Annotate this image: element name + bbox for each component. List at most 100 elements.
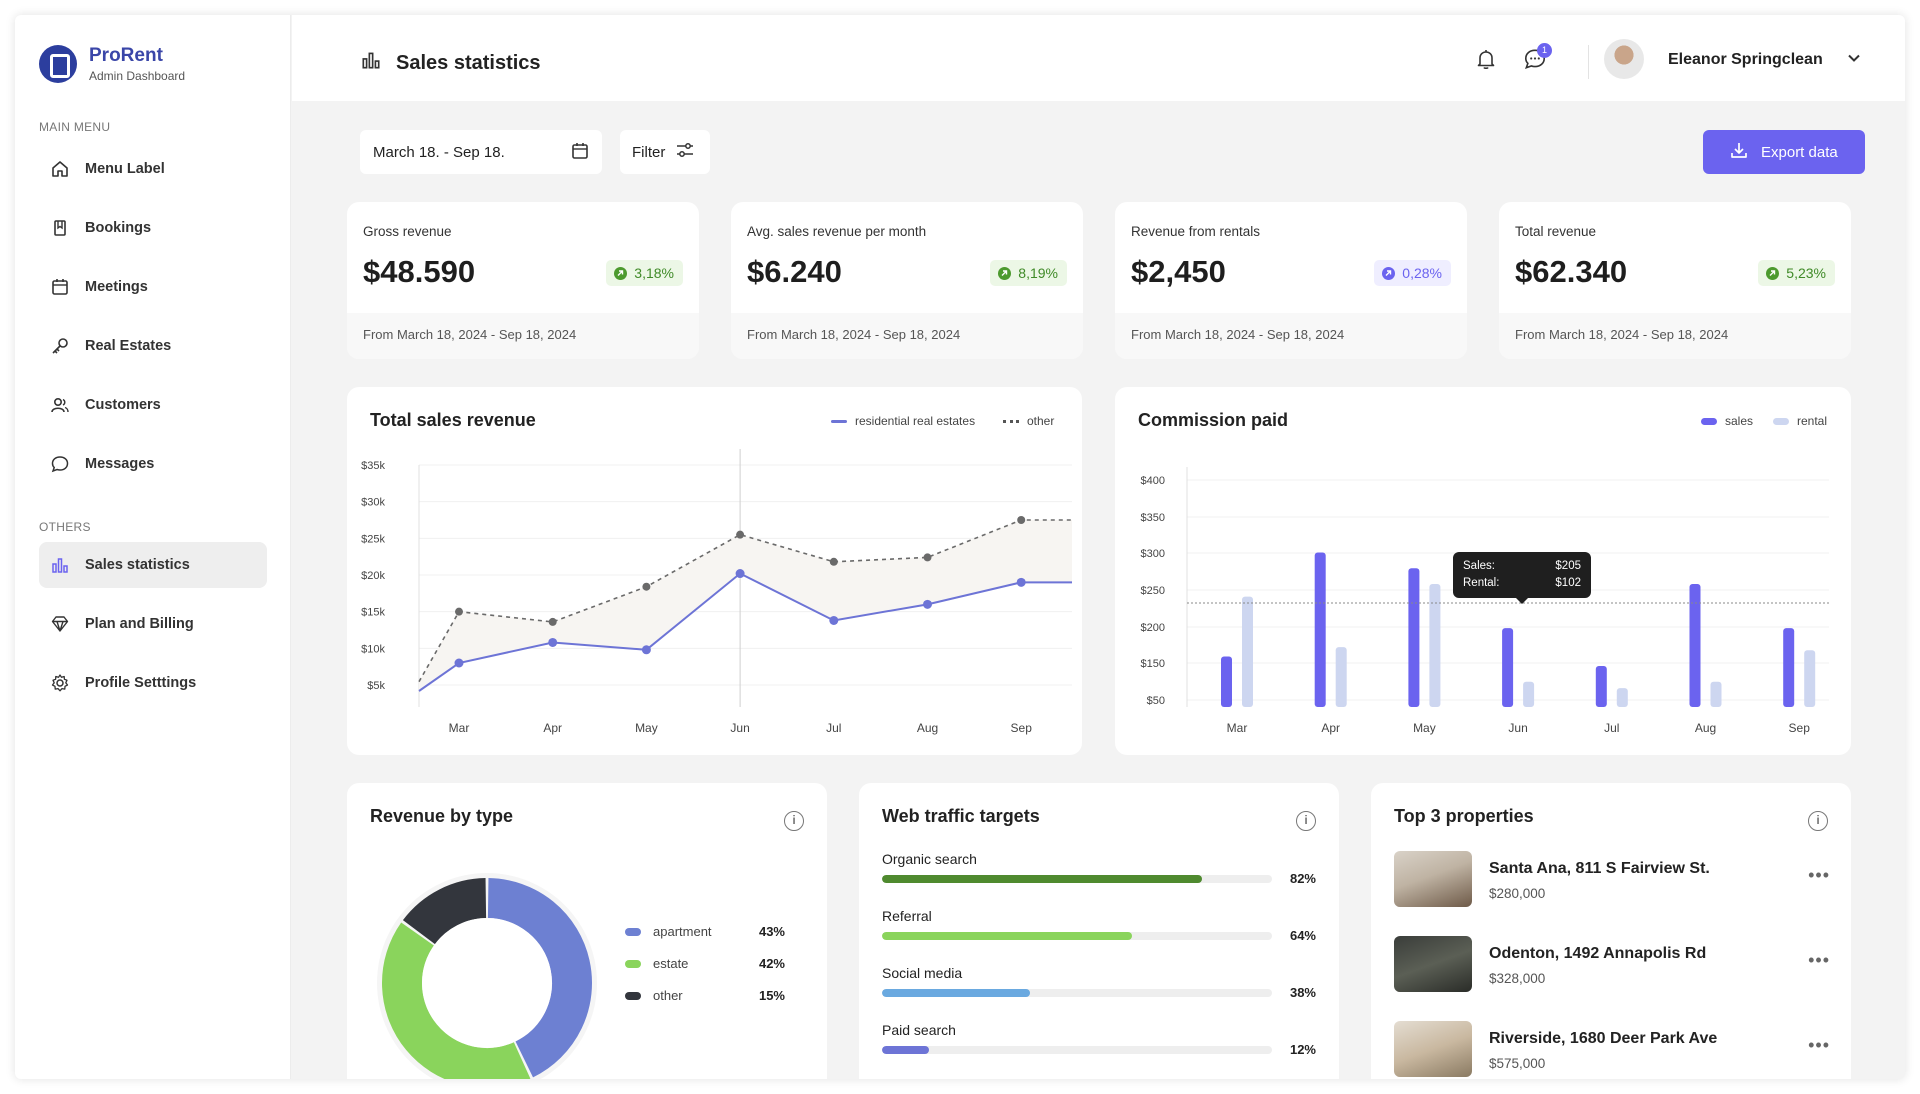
- stat-change: 3,18%: [634, 265, 674, 281]
- stat-value: $6.240: [747, 254, 842, 289]
- property-price: $575,000: [1489, 1056, 1546, 1071]
- chart-title: Revenue by type: [370, 806, 514, 826]
- info-icon[interactable]: i: [1808, 811, 1828, 831]
- stat-label: Total revenue: [1515, 224, 1597, 239]
- sidebar-item-label: Sales statistics: [85, 557, 190, 573]
- status-badge: 0,28%: [1374, 260, 1451, 286]
- info-icon[interactable]: i: [784, 811, 804, 831]
- trend-up-icon: [1766, 266, 1780, 280]
- sliders-icon: [675, 140, 695, 164]
- app-window: ProRent Admin Dashboard MAIN MENU Menu L…: [15, 15, 1905, 1079]
- sidebar-item-real-estates[interactable]: Real Estates: [39, 323, 267, 369]
- data-point-residential: [454, 658, 464, 668]
- x-tick-label: Mar: [1227, 721, 1248, 735]
- sidebar-item-meetings[interactable]: Meetings: [39, 264, 267, 310]
- legend-apartment: apartment 43%: [625, 924, 785, 939]
- bar-rental: [1242, 596, 1253, 707]
- legend-sales: sales: [1701, 414, 1753, 428]
- line-chart: $35k $30k $25k $20k $15k $10k $5k Mar Apr May Jun J…: [361, 449, 1072, 735]
- x-tick-label: Jul: [826, 721, 841, 735]
- more-options-icon[interactable]: •••: [1808, 1035, 1830, 1055]
- brand-logo[interactable]: ProRent Admin Dashboard: [39, 45, 185, 83]
- traffic-percent: 12%: [1289, 1042, 1316, 1057]
- others-label: OTHERS: [39, 520, 91, 534]
- sidebar-item-label: Messages: [85, 456, 155, 472]
- legend-label: apartment: [653, 924, 712, 939]
- date-range-picker[interactable]: March 18. - Sep 18.: [360, 130, 602, 174]
- sidebar-item-customers[interactable]: Customers: [39, 382, 267, 428]
- data-point-other: [829, 557, 838, 566]
- top-properties-card: Top 3 properties i Santa Ana, 811 S Fair…: [1371, 783, 1851, 1079]
- bell-icon[interactable]: [1474, 47, 1498, 76]
- y-tick-label: $400: [1141, 475, 1165, 487]
- series-line-other: [418, 519, 1072, 683]
- date-range-value: March 18. - Sep 18.: [373, 143, 505, 161]
- sidebar-item-label: Meetings: [85, 279, 148, 295]
- y-tick-label: $300: [1141, 548, 1165, 560]
- traffic-label: Social media: [882, 965, 963, 981]
- filter-label: Filter: [632, 143, 666, 161]
- status-badge: 5,23%: [1758, 260, 1835, 286]
- data-point-other: [923, 553, 932, 562]
- list-item[interactable]: Santa Ana, 811 S Fairview St. $280,000 •…: [1394, 851, 1830, 911]
- avatar[interactable]: [1604, 39, 1644, 79]
- traffic-percent: 38%: [1289, 985, 1316, 1000]
- x-tick-label: Sep: [1789, 721, 1811, 735]
- traffic-label: Organic search: [882, 851, 977, 867]
- traffic-row: Referral 64%: [882, 908, 1316, 943]
- more-options-icon[interactable]: •••: [1808, 865, 1830, 885]
- sidebar-item-sales-statistics[interactable]: Sales statistics: [39, 542, 267, 588]
- data-point-other: [455, 607, 463, 616]
- x-tick-label: Apr: [543, 721, 562, 735]
- sidebar-item-menu-label[interactable]: Menu Label: [39, 146, 267, 192]
- chart-tooltip: Sales: $205 Rental: $102: [1453, 552, 1591, 604]
- page-title: Sales statistics: [360, 49, 541, 77]
- x-tick-label: Aug: [1695, 721, 1716, 735]
- y-tick-label: $200: [1141, 622, 1165, 634]
- status-badge: 3,18%: [606, 260, 683, 286]
- x-tick-label: Mar: [449, 721, 470, 735]
- list-item[interactable]: Odenton, 1492 Annapolis Rd $328,000 •••: [1394, 936, 1830, 996]
- x-tick-label: Jun: [1508, 721, 1527, 735]
- chevron-down-icon[interactable]: [1847, 51, 1861, 70]
- legend-label: sales: [1725, 414, 1754, 428]
- tooltip-sales-value: $205: [1555, 560, 1581, 572]
- gear-icon: [49, 672, 71, 694]
- sidebar-item-bookings[interactable]: Bookings: [39, 205, 267, 251]
- chart-title: Total sales revenue: [370, 410, 536, 430]
- filter-button[interactable]: Filter: [620, 130, 710, 174]
- info-icon[interactable]: i: [1296, 811, 1316, 831]
- export-data-button[interactable]: Export data: [1703, 130, 1865, 174]
- bar-sales: [1783, 628, 1795, 707]
- tooltip-rental-value: $102: [1555, 577, 1581, 589]
- diamond-icon: [49, 613, 71, 635]
- list-item[interactable]: Riverside, 1680 Deer Park Ave $575,000 •…: [1394, 1021, 1830, 1079]
- tooltip-sales-label: Sales:: [1463, 560, 1495, 572]
- x-tick-label: May: [635, 721, 658, 735]
- chart-title: Commission paid: [1138, 410, 1289, 430]
- user-name[interactable]: Eleanor Springclean: [1668, 51, 1823, 68]
- data-point-other: [736, 530, 745, 539]
- more-options-icon[interactable]: •••: [1808, 950, 1830, 970]
- data-point-residential: [1016, 577, 1026, 587]
- stat-card-rentals: Revenue from rentals $2,450 0,28% From M…: [1115, 202, 1467, 359]
- bookmark-icon: [49, 217, 71, 239]
- revenue-by-type-card: Revenue by type i apartment 43% estate 42%…: [347, 783, 827, 1079]
- export-label: Export data: [1761, 143, 1838, 161]
- legend-label: other: [653, 988, 683, 1003]
- stat-change: 8,19%: [1018, 265, 1058, 281]
- donut-chart: [377, 873, 597, 1079]
- legend-residential: residential real estates: [831, 414, 975, 428]
- users-icon: [49, 394, 71, 416]
- bar-rental: [1616, 688, 1628, 707]
- stat-value: $62.340: [1515, 254, 1628, 289]
- tooltip-rental-label: Rental:: [1463, 577, 1500, 589]
- stat-period: From March 18, 2024 - Sep 18, 2024: [347, 313, 699, 359]
- progress-track: [882, 1046, 1272, 1054]
- stat-label: Gross revenue: [363, 224, 452, 239]
- bar-rental: [1335, 647, 1347, 707]
- sidebar-item-plan-billing[interactable]: Plan and Billing: [39, 601, 267, 647]
- sidebar-item-messages[interactable]: Messages: [39, 441, 267, 487]
- sidebar-item-profile-settings[interactable]: Profile Setttings: [39, 660, 267, 706]
- data-point-residential: [548, 637, 558, 647]
